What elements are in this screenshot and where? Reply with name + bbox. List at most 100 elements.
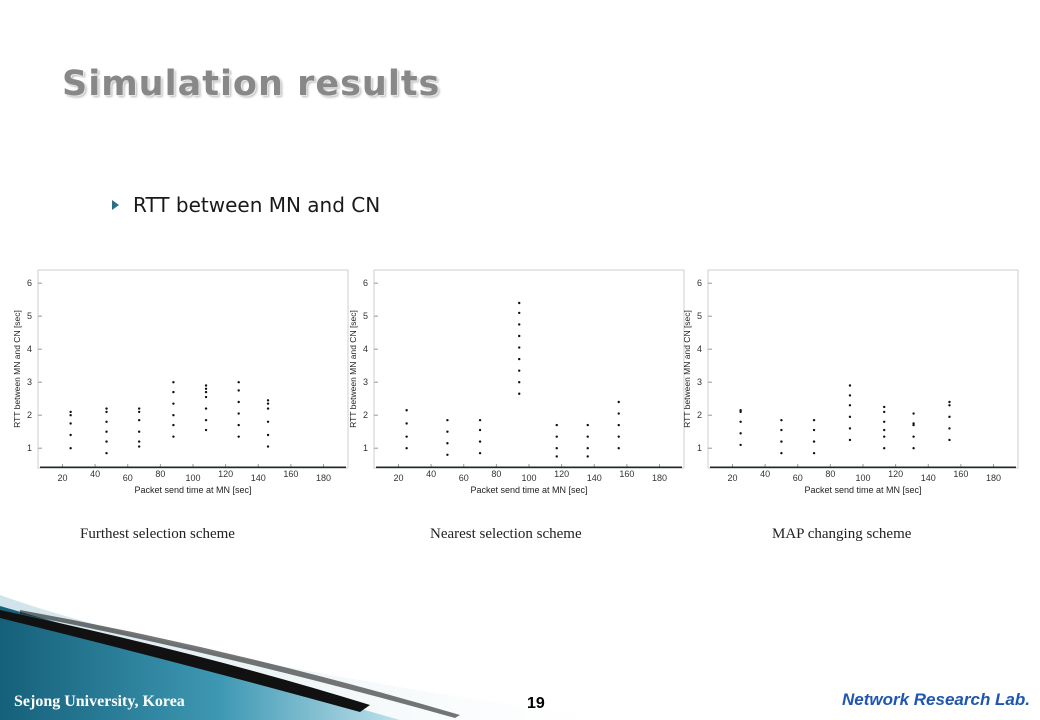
chart-furthest: 1 2 3 4 5 6 20 40 60 80 100 120 140 160 180 Packet send… [10,262,350,497]
y-tick-label: 1 [363,443,368,453]
rtt-data-point [172,381,175,384]
x-tick-label: 120 [888,469,903,479]
chart-map-changing: 1 2 3 4 5 6 20 40 60 80 100 120 140 160 180 Packet send… [680,262,1020,497]
rtt-data-point [478,418,482,422]
footer-lab-name: Network Research Lab. [841,690,1030,709]
rtt-data-point [478,428,482,432]
rtt-data-point [586,435,589,438]
y-tick-label: 2 [27,410,32,420]
x-tick-label: 80 [491,469,501,479]
rtt-data-point [237,400,240,404]
rtt-data-point [586,423,589,427]
x-tick-label: 20 [727,473,737,483]
y-axis-label: RTT between MN and CN [sec] [682,310,692,428]
x-axis-label: Packet send time at MN [sec] [470,485,587,495]
rtt-data-point [237,381,240,384]
rtt-data-point [204,428,208,432]
rtt-data-point [883,435,886,438]
rtt-data-point [266,420,270,423]
rtt-data-point [586,447,589,450]
y-tick-label: 4 [363,344,368,354]
x-axis-label: Packet send time at MN [sec] [134,485,251,495]
rtt-data-point [105,430,108,433]
y-tick-label: 4 [27,344,32,354]
rtt-data-point [812,440,816,443]
rtt-data-point [555,423,558,427]
x-tick-label: 60 [459,473,469,483]
rtt-data-point [912,423,915,427]
y-tick-label: 1 [697,443,702,453]
x-tick-label: 20 [393,473,403,483]
rtt-data-point [237,435,240,438]
rtt-data-point [137,407,141,410]
rtt-data-point [69,414,72,417]
rtt-data-point [848,384,852,387]
x-tick-label: 180 [986,473,1001,483]
rtt-data-point [204,418,208,422]
chart-map-changing-svg: 1 2 3 4 5 6 20 40 60 80 100 120 140 160 180 Packet send… [682,269,1019,495]
y-tick-label: 5 [363,311,368,321]
rtt-data-point [446,418,449,422]
plot-area [37,269,349,469]
rtt-data-point [555,455,558,458]
rtt-data-point [948,400,951,404]
y-tick-label: 3 [27,377,32,387]
rtt-data-point [446,453,449,456]
plot-area [707,269,1019,469]
rtt-data-point [405,435,408,438]
rtt-data-point [518,392,521,395]
x-tick-label: 60 [793,473,803,483]
chart-furthest-svg: 1 2 3 4 5 6 20 40 60 80 100 120 140 160 180 Packet send… [12,269,349,495]
bullet-item: RTT between MN and CN [112,193,380,217]
x-tick-label: 100 [521,473,536,483]
y-tick-label: 5 [697,311,702,321]
y-tick-label: 6 [697,278,702,288]
caption-nearest: Nearest selection scheme [430,526,582,542]
x-axis-label: Packet send time at MN [sec] [804,485,921,495]
rtt-data-point [617,435,620,438]
rtt-data-point [948,415,951,419]
rtt-data-point [204,407,208,410]
rtt-data-point [105,440,108,443]
rtt-data-point [617,447,620,450]
rtt-data-point [105,451,108,455]
rtt-data-point [912,435,915,438]
rtt-data-point [172,423,175,427]
rtt-data-point [518,301,521,305]
rtt-data-point [912,422,915,425]
rtt-data-point [204,387,208,390]
rtt-data-point [446,442,449,445]
rtt-data-point [812,428,816,432]
rtt-data-point [204,390,208,394]
rtt-data-point [172,402,175,405]
rtt-data-point [405,422,408,425]
rtt-data-point [518,381,521,384]
rtt-data-point [266,402,270,405]
y-tick-label: 6 [27,278,32,288]
rtt-data-point [105,420,108,423]
rtt-data-point [518,334,521,338]
rtt-data-point [848,415,852,419]
rtt-data-point [518,346,521,349]
rtt-data-point [69,410,72,414]
caption-map-changing: MAP changing scheme [772,526,912,542]
rtt-data-point [137,445,141,448]
rtt-data-point [780,428,783,432]
rtt-data-point [617,412,620,415]
y-tick-label: 2 [363,410,368,420]
rtt-data-point [586,455,589,458]
rtt-data-point [848,404,852,407]
y-tick-label: 4 [697,344,702,354]
x-tick-label: 40 [90,469,100,479]
rtt-data-point [237,412,240,415]
x-tick-label: 40 [760,469,770,479]
rtt-data-point [518,357,521,361]
rtt-data-point [478,451,482,455]
rtt-data-point [812,418,816,422]
rtt-data-point [948,438,951,442]
rtt-data-point [237,423,240,427]
x-tick-label: 160 [283,469,298,479]
rtt-data-point [780,440,783,443]
rtt-data-point [812,451,816,455]
rtt-data-point [848,427,852,430]
